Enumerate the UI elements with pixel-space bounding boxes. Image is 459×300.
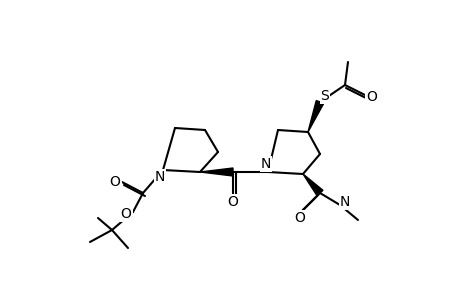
Text: N: N [339,195,349,209]
Text: O: O [294,211,305,225]
Text: N: N [260,157,271,171]
Text: O: O [366,90,377,104]
Polygon shape [200,168,233,176]
Text: O: O [120,207,131,221]
Text: O: O [227,195,238,209]
Text: S: S [320,89,329,103]
Text: O: O [109,175,120,189]
Polygon shape [302,174,322,196]
Polygon shape [308,100,323,132]
Text: N: N [155,170,165,184]
